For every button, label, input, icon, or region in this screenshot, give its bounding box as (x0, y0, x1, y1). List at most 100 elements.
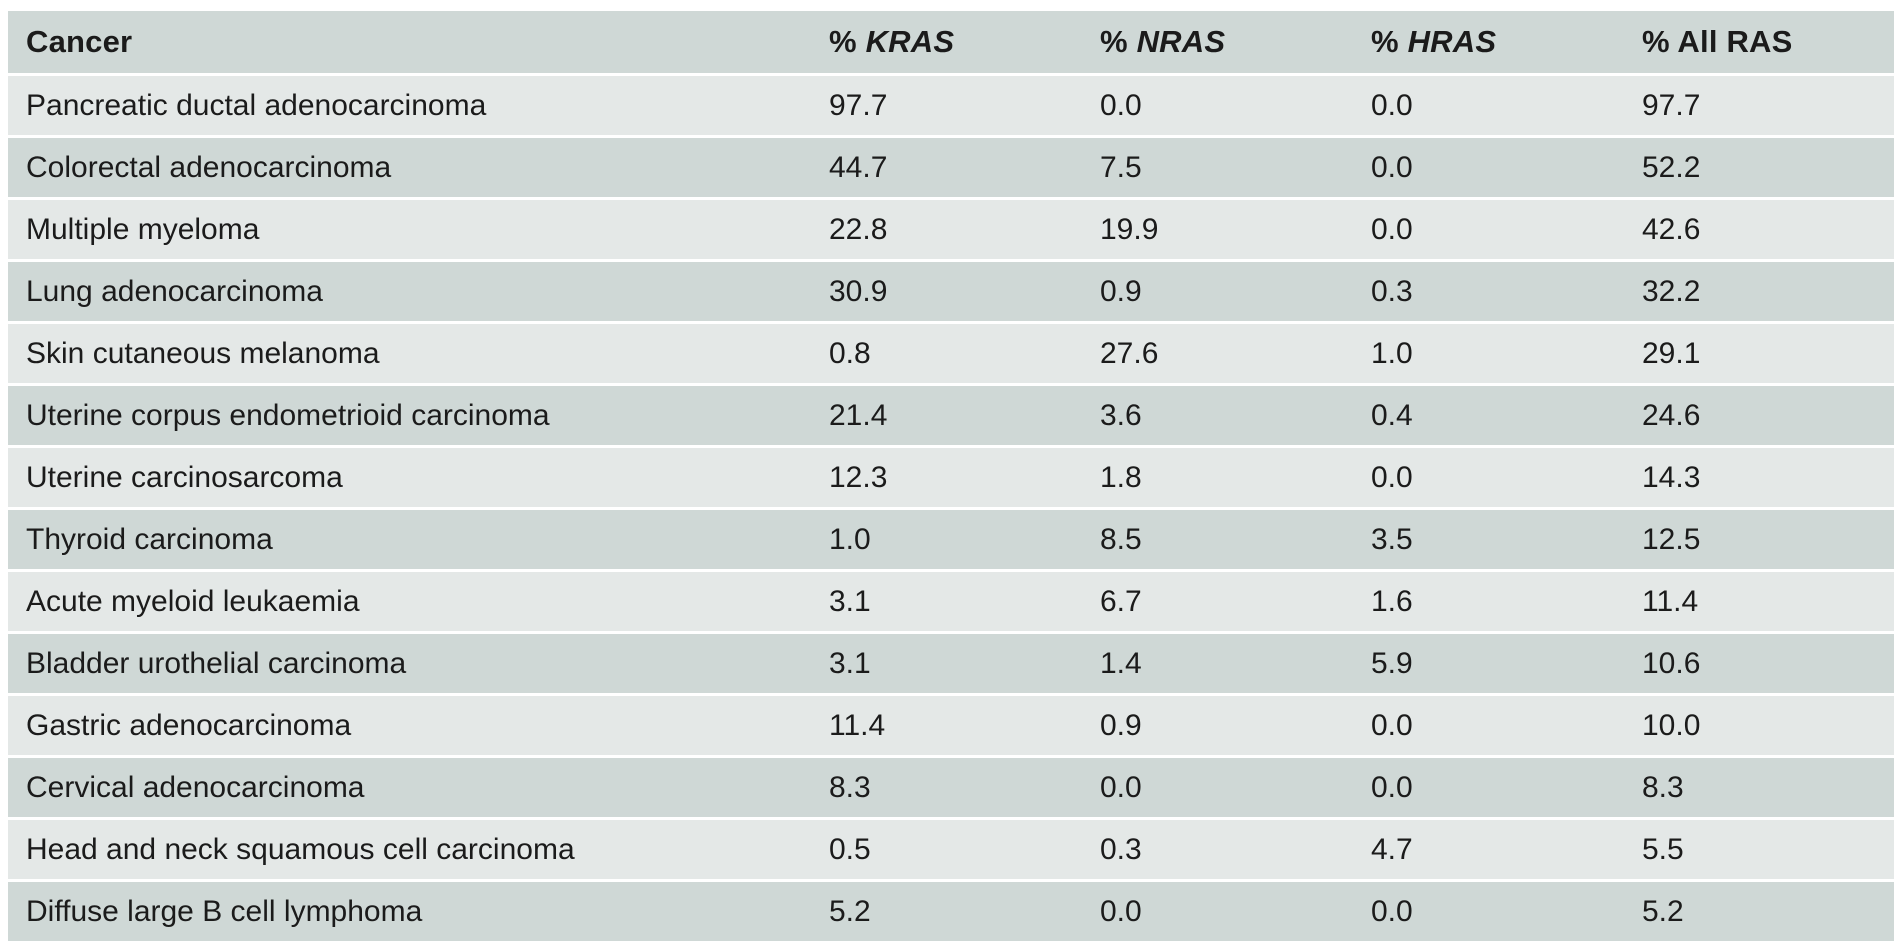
cell-all-ras: 29.1 (1624, 324, 1894, 383)
cell-nras: 1.4 (1082, 634, 1353, 693)
cell-nras: 8.5 (1082, 510, 1353, 569)
cell-hras: 1.0 (1353, 324, 1624, 383)
cell-nras: 0.9 (1082, 696, 1353, 755)
cell-kras: 97.7 (811, 76, 1082, 135)
cell-cancer: Head and neck squamous cell carcinoma (8, 820, 811, 879)
cell-hras: 0.0 (1353, 696, 1624, 755)
cell-all-ras: 5.2 (1624, 882, 1894, 941)
cell-nras: 1.8 (1082, 448, 1353, 507)
cell-nras: 0.9 (1082, 262, 1353, 321)
cell-hras: 0.0 (1353, 200, 1624, 259)
cell-cancer: Uterine carcinosarcoma (8, 448, 811, 507)
table-row: Cervical adenocarcinoma 8.3 0.0 0.0 8.3 (8, 758, 1894, 817)
cell-cancer: Multiple myeloma (8, 200, 811, 259)
cell-kras: 22.8 (811, 200, 1082, 259)
cell-hras: 0.0 (1353, 448, 1624, 507)
cell-kras: 3.1 (811, 634, 1082, 693)
cell-cancer: Bladder urothelial carcinoma (8, 634, 811, 693)
cell-kras: 5.2 (811, 882, 1082, 941)
cell-cancer: Gastric adenocarcinoma (8, 696, 811, 755)
cell-cancer: Lung adenocarcinoma (8, 262, 811, 321)
header-nras-prefix: % (1100, 24, 1137, 59)
table-row: Multiple myeloma 22.8 19.9 0.0 42.6 (8, 200, 1894, 259)
table-row: Colorectal adenocarcinoma 44.7 7.5 0.0 5… (8, 138, 1894, 197)
cell-hras: 1.6 (1353, 572, 1624, 631)
cell-hras: 0.3 (1353, 262, 1624, 321)
cell-hras: 0.4 (1353, 386, 1624, 445)
table-header: Cancer % KRAS % NRAS % HRAS % All RAS (8, 11, 1894, 73)
cell-kras: 11.4 (811, 696, 1082, 755)
ras-mutation-table-container: Cancer % KRAS % NRAS % HRAS % All RAS Pa… (8, 8, 1894, 944)
table-row: Skin cutaneous melanoma 0.8 27.6 1.0 29.… (8, 324, 1894, 383)
header-hras-gene: HRAS (1407, 24, 1497, 59)
cell-nras: 19.9 (1082, 200, 1353, 259)
table-row: Bladder urothelial carcinoma 3.1 1.4 5.9… (8, 634, 1894, 693)
cell-all-ras: 14.3 (1624, 448, 1894, 507)
cell-nras: 0.0 (1082, 882, 1353, 941)
cell-hras: 0.0 (1353, 76, 1624, 135)
cell-cancer: Colorectal adenocarcinoma (8, 138, 811, 197)
cell-all-ras: 42.6 (1624, 200, 1894, 259)
ras-mutation-table: Cancer % KRAS % NRAS % HRAS % All RAS Pa… (8, 8, 1894, 944)
cell-nras: 0.3 (1082, 820, 1353, 879)
table-row: Acute myeloid leukaemia 3.1 6.7 1.6 11.4 (8, 572, 1894, 631)
table-row: Thyroid carcinoma 1.0 8.5 3.5 12.5 (8, 510, 1894, 569)
cell-cancer: Diffuse large B cell lymphoma (8, 882, 811, 941)
cell-nras: 7.5 (1082, 138, 1353, 197)
cell-nras: 0.0 (1082, 76, 1353, 135)
cell-hras: 4.7 (1353, 820, 1624, 879)
cell-kras: 1.0 (811, 510, 1082, 569)
cell-kras: 12.3 (811, 448, 1082, 507)
cell-nras: 3.6 (1082, 386, 1353, 445)
cell-all-ras: 11.4 (1624, 572, 1894, 631)
cell-cancer: Uterine corpus endometrioid carcinoma (8, 386, 811, 445)
header-hras-prefix: % (1371, 24, 1408, 59)
cell-kras: 21.4 (811, 386, 1082, 445)
table-row: Lung adenocarcinoma 30.9 0.9 0.3 32.2 (8, 262, 1894, 321)
cell-all-ras: 97.7 (1624, 76, 1894, 135)
cell-nras: 6.7 (1082, 572, 1353, 631)
table-row: Head and neck squamous cell carcinoma 0.… (8, 820, 1894, 879)
header-kras: % KRAS (811, 11, 1082, 73)
cell-all-ras: 32.2 (1624, 262, 1894, 321)
cell-nras: 27.6 (1082, 324, 1353, 383)
header-nras-gene: NRAS (1136, 24, 1226, 59)
cell-hras: 0.0 (1353, 882, 1624, 941)
cell-hras: 0.0 (1353, 758, 1624, 817)
cell-hras: 0.0 (1353, 138, 1624, 197)
cell-all-ras: 8.3 (1624, 758, 1894, 817)
header-kras-gene: KRAS (865, 24, 955, 59)
cell-all-ras: 5.5 (1624, 820, 1894, 879)
cell-kras: 8.3 (811, 758, 1082, 817)
header-nras: % NRAS (1082, 11, 1353, 73)
header-kras-prefix: % (829, 24, 866, 59)
cell-kras: 0.5 (811, 820, 1082, 879)
table-row: Gastric adenocarcinoma 11.4 0.9 0.0 10.0 (8, 696, 1894, 755)
cell-hras: 5.9 (1353, 634, 1624, 693)
cell-all-ras: 10.0 (1624, 696, 1894, 755)
cell-kras: 0.8 (811, 324, 1082, 383)
header-hras: % HRAS (1353, 11, 1624, 73)
table-row: Pancreatic ductal adenocarcinoma 97.7 0.… (8, 76, 1894, 135)
cell-all-ras: 52.2 (1624, 138, 1894, 197)
cell-kras: 3.1 (811, 572, 1082, 631)
cell-cancer: Cervical adenocarcinoma (8, 758, 811, 817)
cell-hras: 3.5 (1353, 510, 1624, 569)
cell-nras: 0.0 (1082, 758, 1353, 817)
header-cancer: Cancer (8, 11, 811, 73)
cell-kras: 44.7 (811, 138, 1082, 197)
cell-all-ras: 12.5 (1624, 510, 1894, 569)
cell-cancer: Pancreatic ductal adenocarcinoma (8, 76, 811, 135)
cell-cancer: Acute myeloid leukaemia (8, 572, 811, 631)
cell-cancer: Skin cutaneous melanoma (8, 324, 811, 383)
cell-all-ras: 24.6 (1624, 386, 1894, 445)
header-all-ras: % All RAS (1624, 11, 1894, 73)
table-body: Pancreatic ductal adenocarcinoma 97.7 0.… (8, 76, 1894, 941)
cell-cancer: Thyroid carcinoma (8, 510, 811, 569)
table-row: Diffuse large B cell lymphoma 5.2 0.0 0.… (8, 882, 1894, 941)
header-row: Cancer % KRAS % NRAS % HRAS % All RAS (8, 11, 1894, 73)
cell-all-ras: 10.6 (1624, 634, 1894, 693)
table-row: Uterine carcinosarcoma 12.3 1.8 0.0 14.3 (8, 448, 1894, 507)
table-row: Uterine corpus endometrioid carcinoma 21… (8, 386, 1894, 445)
cell-kras: 30.9 (811, 262, 1082, 321)
